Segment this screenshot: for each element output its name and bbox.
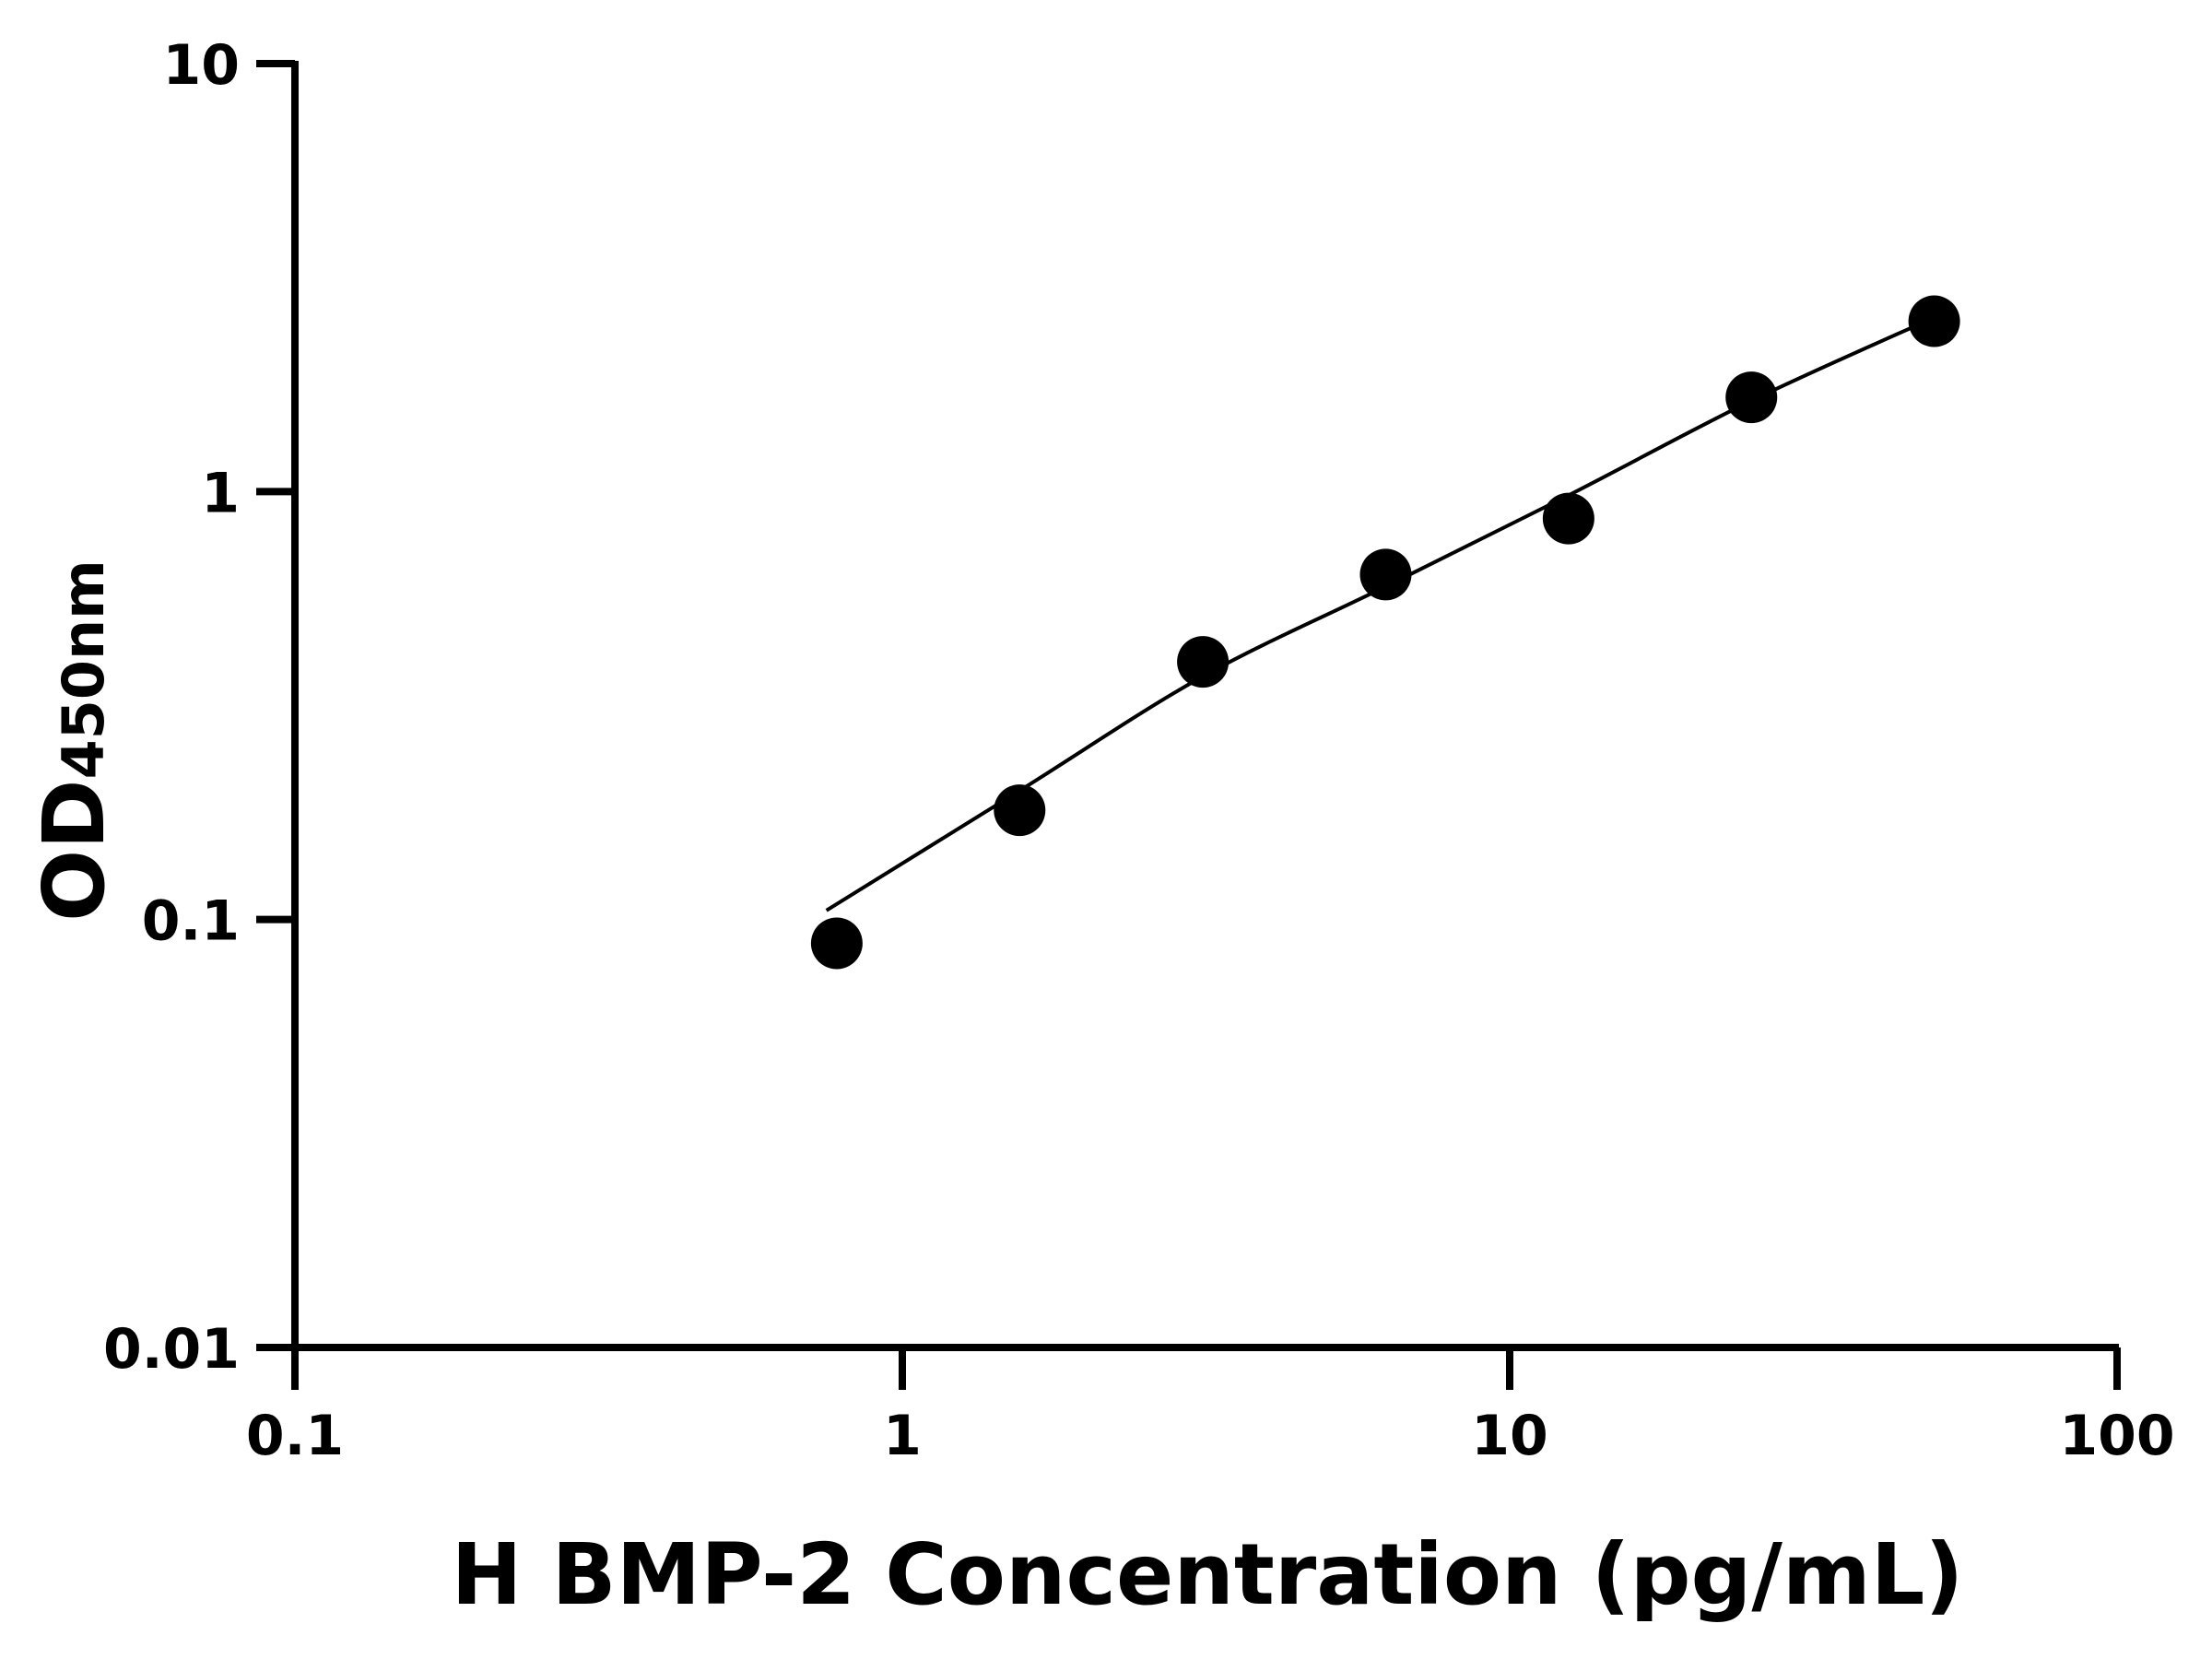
data-point (1908, 295, 1960, 347)
x-tick-label: 100 (2059, 1404, 2174, 1468)
y-tick-label: 1 (201, 461, 240, 525)
x-axis-ticks: 0.1 1 10 100 (246, 1347, 2175, 1468)
y-tick-label: 0.1 (142, 889, 240, 954)
y-tick-label: 0.01 (103, 1317, 240, 1382)
data-point (1542, 492, 1594, 545)
data-point (1359, 548, 1412, 601)
data-point (1177, 636, 1230, 688)
data-point (1725, 371, 1778, 424)
data-point (810, 917, 863, 970)
x-tick-label: 10 (1471, 1404, 1548, 1468)
axes (291, 61, 2119, 1351)
y-axis-label-main: OD (25, 779, 124, 922)
data-points (810, 295, 1960, 970)
y-axis-label-sub: 450nm (50, 559, 117, 779)
y-axis-ticks: 0.01 0.1 1 10 (103, 33, 295, 1382)
x-axis-label: H BMP-2 Concentration (pg/mL) (452, 1525, 1964, 1624)
y-axis-label: OD450nm (25, 559, 124, 922)
x-tick-label: 0.1 (246, 1404, 344, 1468)
y-tick-label: 10 (163, 33, 241, 98)
x-tick-label: 1 (883, 1404, 922, 1468)
data-point (994, 784, 1046, 837)
